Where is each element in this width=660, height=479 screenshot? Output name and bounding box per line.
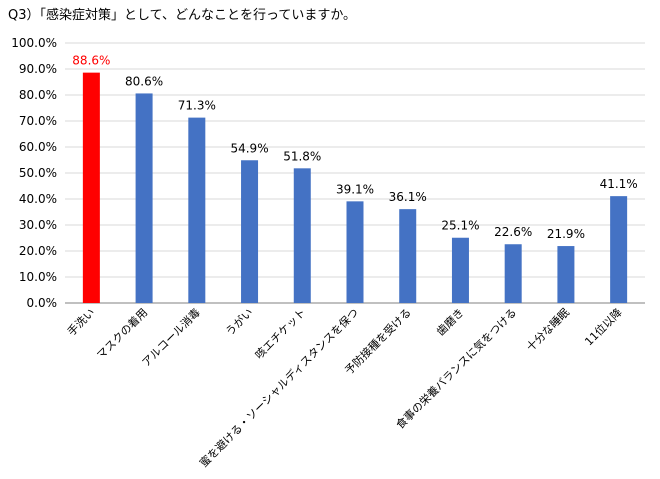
y-tick-label: 60.0% bbox=[19, 140, 57, 154]
data-label: 88.6% bbox=[72, 54, 110, 68]
bar bbox=[82, 72, 100, 303]
data-label: 71.3% bbox=[178, 99, 216, 113]
y-tick-label: 100.0% bbox=[11, 36, 57, 50]
data-label: 54.9% bbox=[230, 141, 268, 155]
bar bbox=[399, 209, 417, 303]
y-tick-label: 10.0% bbox=[19, 270, 57, 284]
y-tick-label: 80.0% bbox=[19, 88, 57, 102]
data-label: 39.1% bbox=[336, 182, 374, 196]
bar bbox=[293, 168, 311, 303]
data-label: 80.6% bbox=[125, 74, 163, 88]
chart-title: Q3）「感染症対策」として、どんなことを行っていますか。 bbox=[8, 8, 357, 23]
y-tick-label: 70.0% bbox=[19, 114, 57, 128]
x-tick-label: 十分な睡眠 bbox=[523, 305, 572, 354]
x-tick-label: うがい bbox=[222, 305, 255, 338]
data-label: 25.1% bbox=[441, 219, 479, 233]
data-label: 22.6% bbox=[494, 225, 532, 239]
y-tick-label: 90.0% bbox=[19, 62, 57, 76]
bar bbox=[241, 160, 259, 303]
bar-layer bbox=[82, 72, 628, 304]
data-label: 21.9% bbox=[547, 227, 585, 241]
bar bbox=[188, 117, 206, 304]
x-tick-label: 咳エチケット bbox=[252, 305, 309, 362]
y-tick-label: 0.0% bbox=[27, 296, 58, 310]
x-tick-label: 11位以降 bbox=[582, 305, 625, 348]
bar bbox=[451, 237, 469, 303]
data-label: 51.8% bbox=[283, 149, 321, 163]
bar bbox=[346, 201, 364, 303]
y-tick-label: 50.0% bbox=[19, 166, 57, 180]
y-tick-label: 30.0% bbox=[19, 218, 57, 232]
bar bbox=[557, 246, 575, 303]
x-tick-label: 歯磨き bbox=[434, 306, 467, 339]
bar bbox=[610, 196, 628, 303]
y-tick-label: 20.0% bbox=[19, 244, 57, 258]
bar bbox=[135, 93, 153, 303]
data-label: 41.1% bbox=[600, 177, 638, 191]
data-label: 36.1% bbox=[389, 190, 427, 204]
x-tick-label: 手洗い bbox=[64, 305, 97, 338]
bar bbox=[504, 244, 522, 303]
y-tick-label: 40.0% bbox=[19, 192, 57, 206]
x-tick-label: マスクの着用 bbox=[94, 305, 151, 362]
